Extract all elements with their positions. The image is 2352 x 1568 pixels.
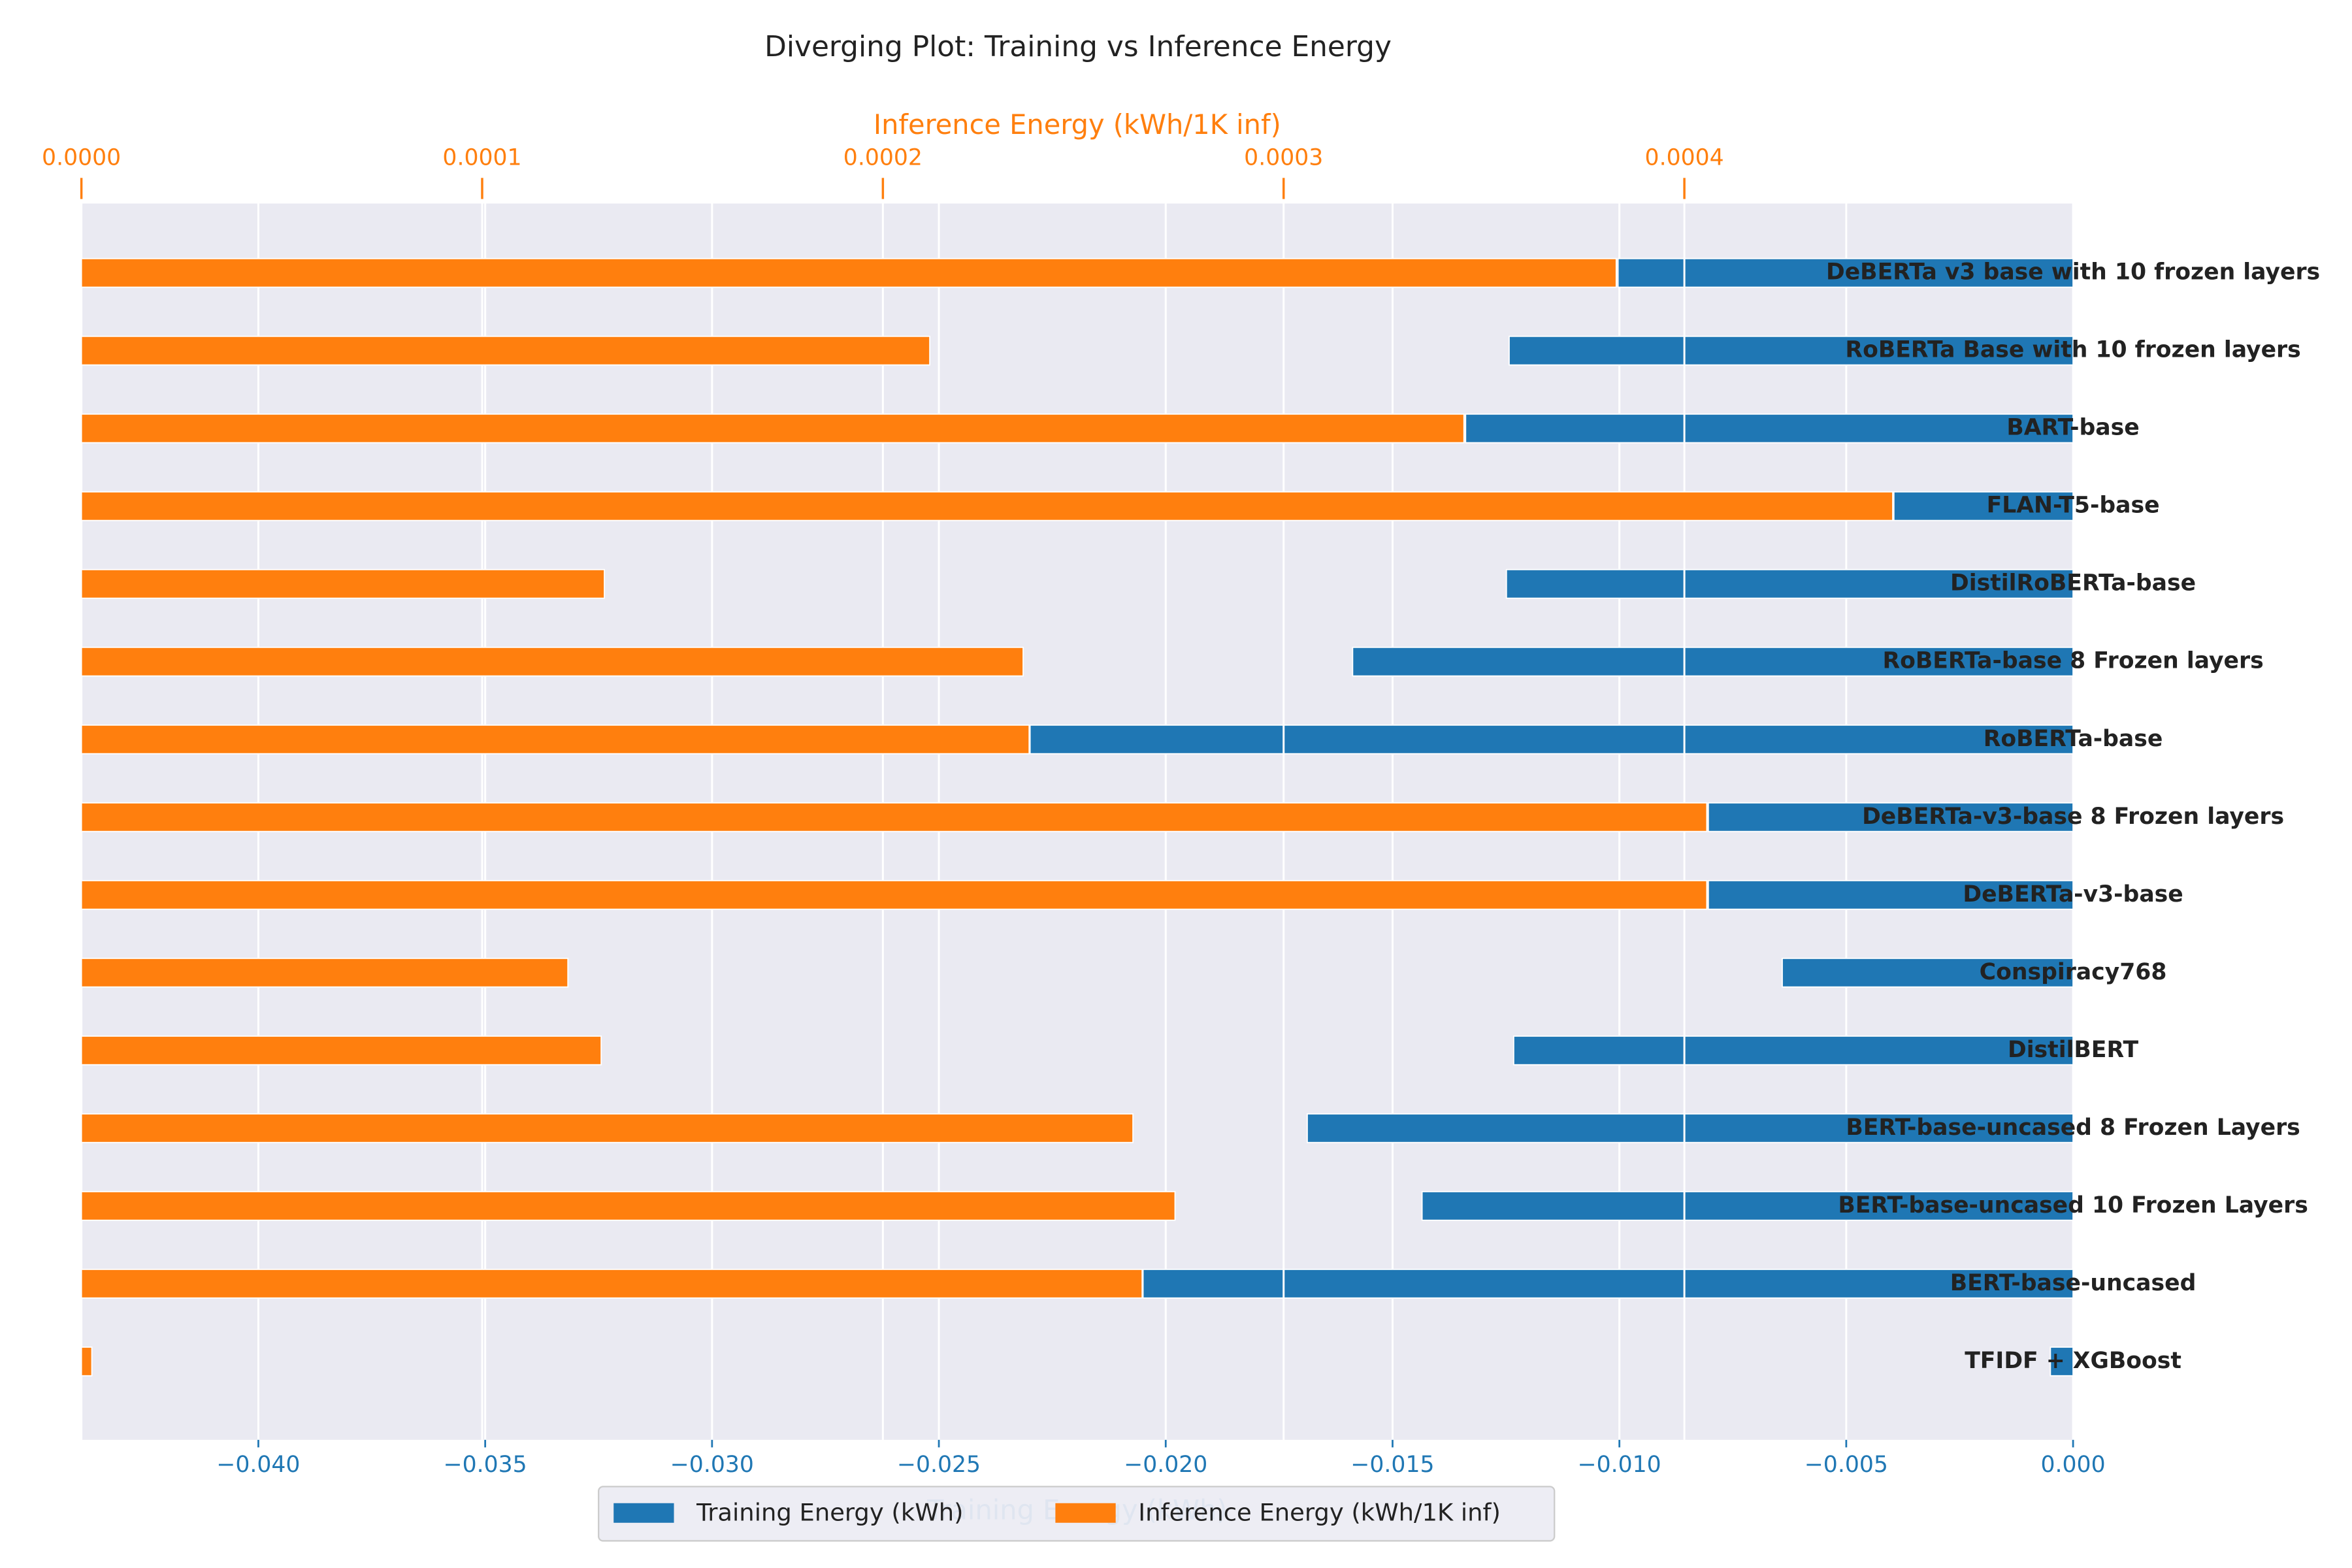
x2-axis-label: Inference Energy (kWh/1K inf) (874, 108, 1281, 140)
category-label: DeBERTa v3 base with 10 frozen layers (1826, 259, 2320, 286)
inference-bar (80, 646, 1024, 677)
inference-bar (80, 1347, 93, 1377)
training-bar (1707, 802, 2074, 832)
x-tick-label: −0.005 (1805, 1452, 1888, 1478)
category-label: DeBERTa-v3-base 8 Frozen layers (1862, 804, 2284, 830)
training-bar (1707, 879, 2074, 910)
x-tick-label: −0.020 (1124, 1452, 1207, 1478)
x-tick-label: −0.015 (1350, 1452, 1434, 1478)
training-bar (1505, 568, 2074, 599)
category-label: FLAN-T5-base (1987, 493, 2160, 519)
inference-bar (80, 1268, 1143, 1299)
inference-bar (80, 257, 1617, 288)
category-label: DistilRoBERTa-base (1950, 570, 2196, 596)
category-label: DistilBERT (2008, 1037, 2139, 1063)
inference-bar (80, 413, 1465, 444)
training-bar (1893, 491, 2074, 521)
training-bar (1029, 724, 2074, 755)
category-label: BERT-base-uncased (1950, 1270, 2197, 1296)
chart-title: Diverging Plot: Training vs Inference En… (764, 30, 1392, 63)
training-bar (1509, 335, 2074, 366)
x-tick-label: −0.030 (670, 1452, 754, 1478)
x-tick-label: −0.035 (444, 1452, 527, 1478)
legend-swatch (613, 1503, 674, 1523)
inference-bar (80, 568, 605, 599)
training-bar (1617, 257, 2074, 288)
training-bar (1465, 413, 2074, 444)
training-bar (1352, 646, 2074, 677)
x-tick-label: 0.000 (2041, 1452, 2106, 1478)
x2-tick-label: 0.0000 (42, 144, 121, 171)
inference-bar (80, 335, 931, 366)
inference-bar (80, 724, 1030, 755)
inference-bar (80, 1035, 602, 1066)
category-label: DeBERTa-v3-base (1963, 881, 2183, 907)
training-bar (1512, 1035, 2074, 1066)
category-label: RoBERTa Base with 10 frozen layers (1845, 337, 2300, 363)
inference-bar (80, 1113, 1134, 1143)
legend-label: Training Energy (kWh) (696, 1498, 963, 1526)
x2-tick-label: 0.0003 (1244, 144, 1323, 171)
inference-bar (80, 491, 1893, 521)
x-tick-label: −0.025 (897, 1452, 981, 1478)
legend-swatch (1055, 1503, 1116, 1523)
x2-tick-label: 0.0004 (1645, 144, 1724, 171)
x2-tick-label: 0.0002 (843, 144, 923, 171)
x-tick-label: −0.010 (1578, 1452, 1661, 1478)
category-label: BERT-base-uncased 8 Frozen Layers (1846, 1115, 2300, 1141)
training-bar (2050, 1347, 2074, 1377)
training-bar (1782, 957, 2074, 988)
inference-bar (80, 879, 1708, 910)
legend-label: Inference Energy (kWh/1K inf) (1138, 1498, 1501, 1526)
x-tick-label: −0.040 (216, 1452, 300, 1478)
x2-tick-label: 0.0001 (442, 144, 521, 171)
category-label: RoBERTa-base 8 Frozen layers (1882, 648, 2263, 674)
training-bar (1306, 1113, 2074, 1143)
inference-bar (80, 802, 1708, 832)
training-bar (1421, 1190, 2074, 1221)
category-label: RoBERTa-base (1984, 726, 2163, 752)
training-bar (1142, 1268, 2074, 1299)
inference-bar (80, 957, 569, 988)
category-label: BERT-base-uncased 10 Frozen Layers (1838, 1192, 2308, 1218)
category-label: TFIDF + XGBoost (1965, 1348, 2181, 1374)
category-label: BART-base (2006, 415, 2139, 441)
inference-bar (80, 1190, 1176, 1221)
category-label: Conspiracy768 (1980, 959, 2167, 985)
